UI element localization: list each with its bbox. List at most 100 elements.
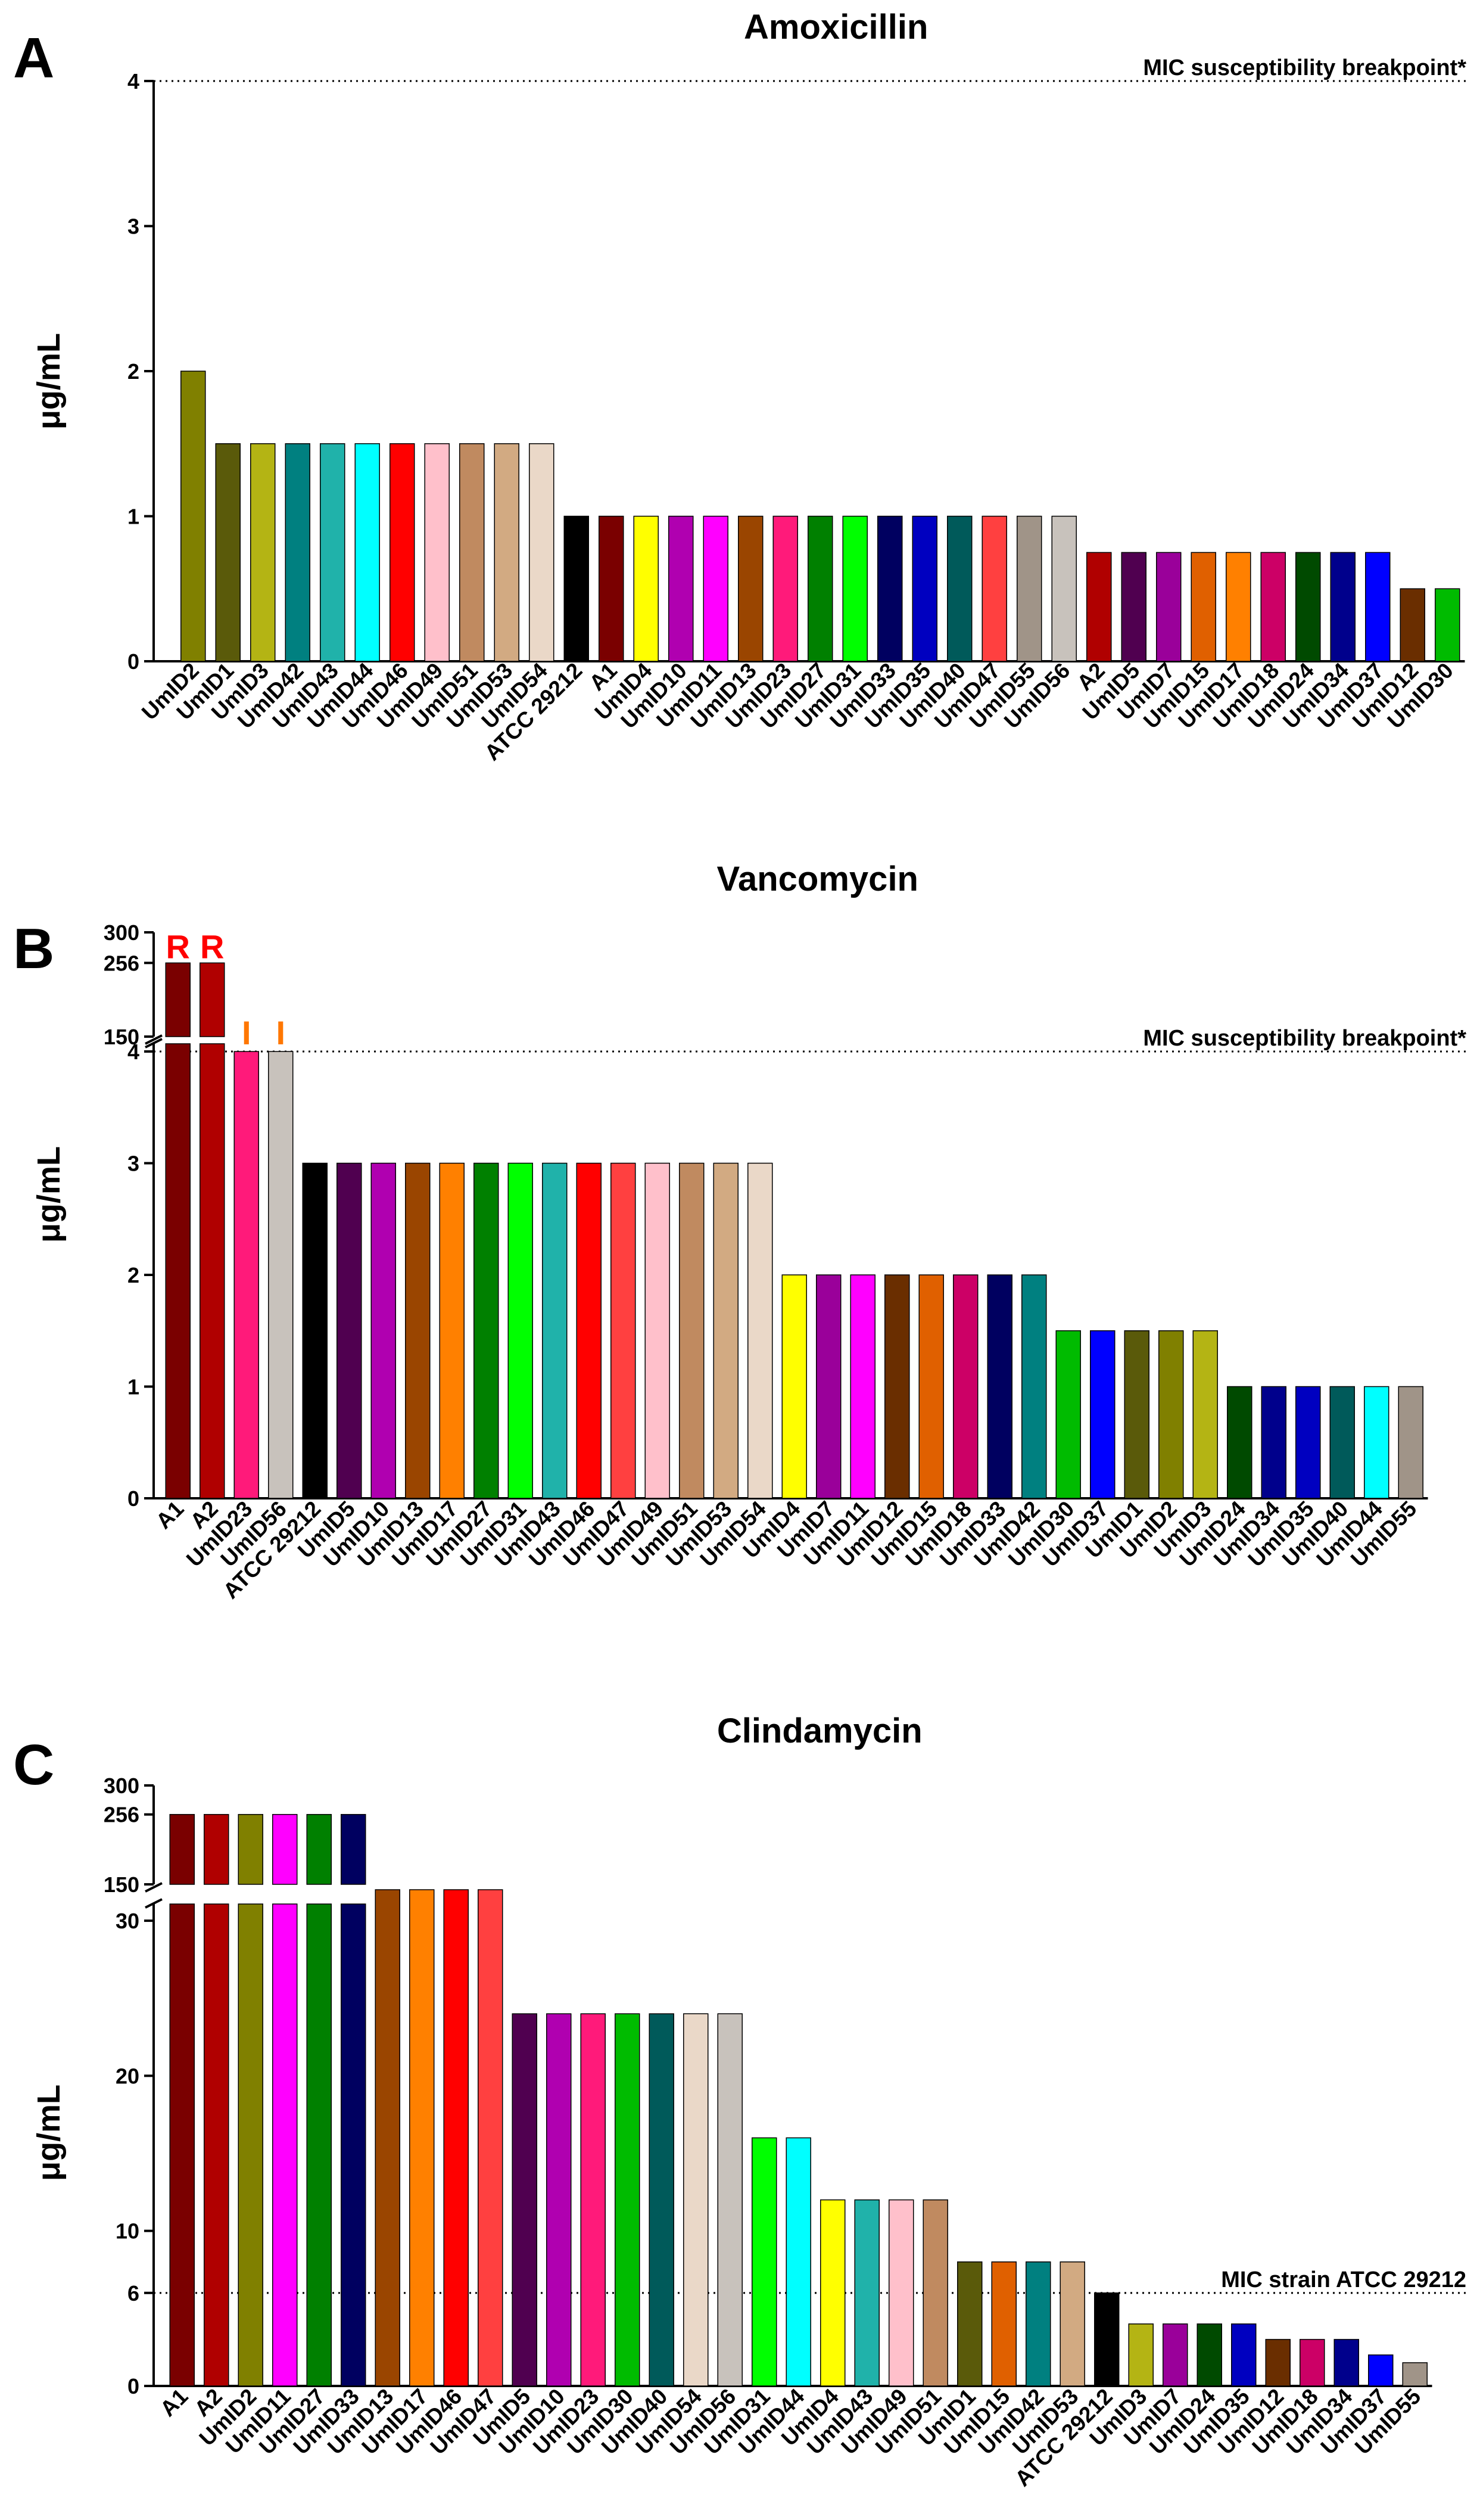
bar [439,1162,465,1499]
y-tick-label: 150 [104,1025,139,1049]
y-tick-label: 6 [127,2281,139,2306]
y-tick-label: 0 [127,649,139,674]
bar [1227,1386,1252,1499]
bar [599,515,624,662]
reference-line-label: MIC susceptibility breakpoint* [1143,1026,1466,1051]
chart-title: Vancomycin [717,860,918,898]
bar [1265,2339,1291,2387]
y-tick-label: 2 [127,1263,139,1287]
resistant-marker: R [200,928,224,965]
bar [546,2013,572,2387]
bar [923,2199,948,2387]
bar [563,515,589,662]
y-tick-label: 3 [127,1152,139,1176]
bar [947,515,973,662]
bar [238,1903,263,2387]
chart-title: Amoxicillin [744,8,928,46]
bar [1090,1330,1116,1499]
bar [717,2013,743,2387]
panel-letter: B [13,917,54,981]
intermediate-marker: I [242,1014,251,1051]
bar [169,1903,195,2387]
panel-letter: A [13,26,54,90]
bar [1156,552,1182,662]
bar [302,1162,328,1499]
y-tick-label: 0 [127,1486,139,1511]
y-tick-label: 30 [116,1909,139,1933]
bar [306,1903,332,2387]
bar [1330,552,1356,662]
bar [850,1274,875,1499]
intermediate-marker: I [276,1014,285,1051]
bar [1197,2323,1222,2387]
bar [285,443,310,662]
y-tick-label: 300 [104,920,139,945]
bar [272,1903,298,2387]
chart-title: Clindamycin [717,1712,923,1750]
bar [953,1274,979,1499]
bar [884,1274,910,1499]
bar [370,1162,396,1499]
bar [918,1274,944,1499]
bar [494,443,519,662]
bar [341,1903,366,2387]
bar [713,1162,739,1499]
bar-upper-segment [204,1813,229,1885]
bar [854,2199,880,2387]
bar [633,515,659,662]
bar [1300,2339,1325,2387]
bar [478,1889,503,2387]
bar [772,515,798,662]
bar [1051,515,1077,662]
bar [1365,552,1391,662]
y-tick-label: 3 [127,214,139,239]
bar [644,1162,670,1499]
y-tick-label: 4 [127,69,139,94]
bar [816,1274,842,1499]
bar [1158,1330,1184,1499]
bar [204,1903,229,2387]
panel-a: A Amoxicillin μg/mL MIC susceptibility brea… [13,8,1468,765]
bar [459,443,485,662]
panel-letter: C [13,1733,54,1797]
y-axis-label: μg/mL [31,2085,67,2181]
bar [390,443,415,662]
bar [180,371,206,662]
y-tick-label: 300 [104,1774,139,1798]
bar [542,1162,568,1499]
bar [738,515,764,662]
y-tick-label: 10 [116,2219,139,2244]
y-tick-label: 256 [104,1803,139,1827]
y-tick-label: 1 [127,1375,139,1399]
bar [1121,552,1146,662]
bar [1124,1330,1149,1499]
bar [679,1162,705,1499]
y-tick-label: 150 [104,1872,139,1897]
bar [268,1051,294,1499]
panel-b: B Vancomycin μg/mL MIC susceptibility break… [13,860,1468,1603]
axis-break-mark [145,1034,163,1045]
bar [1094,2292,1120,2387]
bar [1329,1386,1355,1499]
bar [354,443,380,662]
bar [215,443,241,662]
bar-upper-segment [238,1813,263,1885]
bar [1402,2362,1428,2387]
bar [320,443,345,662]
bar [424,443,450,662]
axis-break-mark [145,1038,163,1049]
bar [615,2013,640,2387]
bar [1231,2323,1257,2387]
bar [1026,2261,1051,2387]
bar-upper-segment [341,1813,366,1885]
bar [1398,1386,1423,1499]
bar [576,1162,602,1499]
bar [1163,2323,1188,2387]
bar [512,2013,537,2387]
bar [1295,552,1321,662]
bar [877,515,903,662]
bar [1055,1330,1081,1499]
y-tick-label: 256 [104,951,139,975]
bar [233,1051,259,1499]
